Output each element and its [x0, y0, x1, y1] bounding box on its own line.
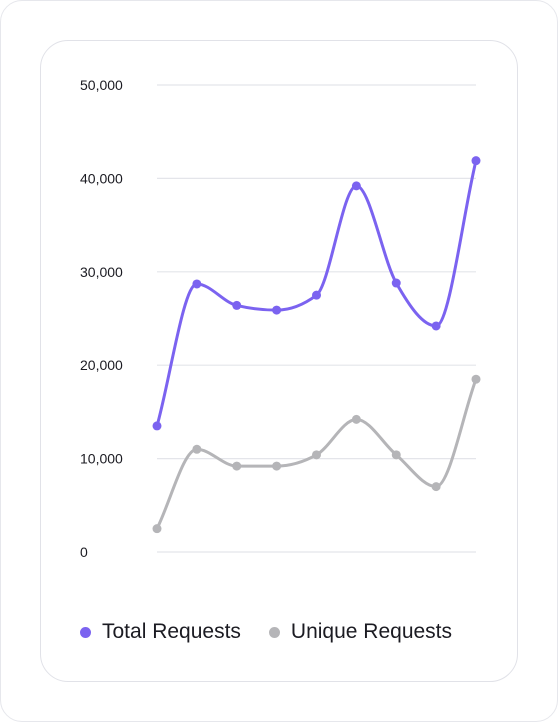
y-tick-label: 40,000 [80, 170, 123, 186]
data-point-total-requests[interactable] [312, 290, 321, 300]
legend-marker-unique-requests [268, 626, 280, 638]
data-point-total-requests[interactable] [192, 279, 202, 289]
data-point-unique-requests[interactable] [232, 461, 242, 471]
data-point-unique-requests[interactable] [272, 461, 282, 471]
data-point-unique-requests[interactable] [471, 374, 481, 384]
data-point-total-requests[interactable] [431, 321, 441, 331]
y-tick-label: 10,000 [80, 451, 123, 467]
legend-marker-total-requests [80, 626, 91, 638]
data-point-unique-requests[interactable] [192, 444, 202, 454]
data-point-total-requests[interactable] [272, 305, 282, 315]
data-point-unique-requests[interactable] [152, 524, 162, 534]
series-layer [152, 156, 481, 534]
y-tick-label: 20,000 [80, 357, 123, 373]
y-tick-label: 0 [80, 544, 88, 560]
data-point-unique-requests[interactable] [351, 414, 361, 424]
data-point-total-requests[interactable] [152, 421, 162, 431]
data-point-unique-requests[interactable] [312, 450, 321, 460]
data-point-total-requests[interactable] [471, 156, 481, 166]
data-point-unique-requests[interactable] [391, 450, 401, 460]
grid-lines [157, 84, 476, 553]
chart-legend: Total Requests Unique Requests [80, 620, 480, 644]
legend-item-unique-requests[interactable]: Unique Requests [268, 620, 453, 644]
data-point-unique-requests[interactable] [431, 482, 441, 492]
y-tick-label: 50,000 [80, 77, 123, 93]
chart-card [40, 40, 518, 682]
y-tick-label: 30,000 [80, 264, 123, 280]
data-point-total-requests[interactable] [351, 181, 361, 191]
legend-label-total-requests: Total Requests [102, 620, 241, 643]
y-axis-tick-labels: 0 10,000 20,000 30,000 40,000 50,000 [80, 77, 123, 560]
data-point-total-requests[interactable] [232, 300, 242, 310]
legend-label-unique-requests: Unique Requests [290, 620, 453, 643]
legend-item-total-requests[interactable]: Total Requests [80, 620, 241, 644]
data-point-total-requests[interactable] [391, 278, 401, 288]
